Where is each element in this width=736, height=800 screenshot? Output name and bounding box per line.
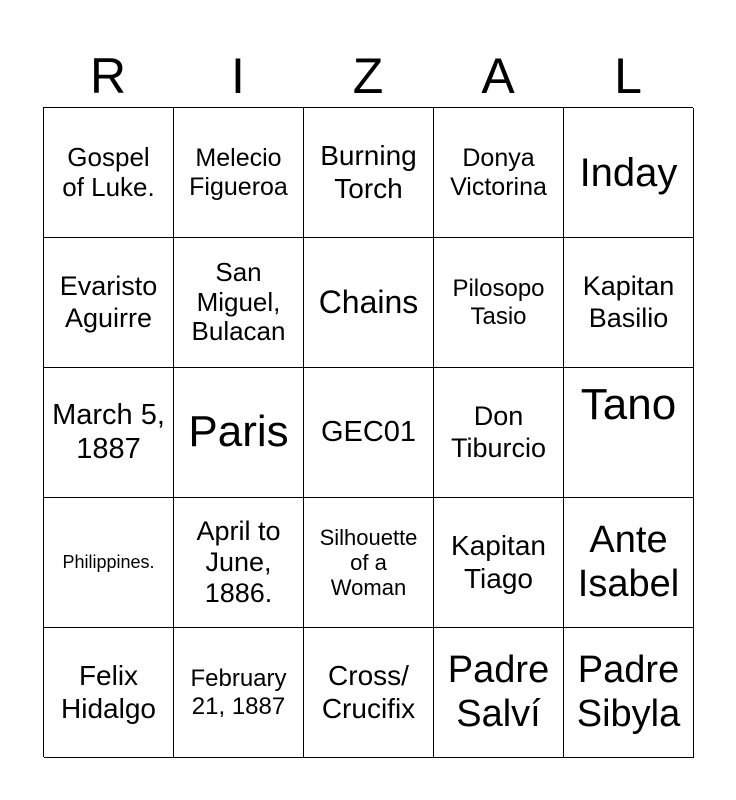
bingo-cell[interactable]: Inday xyxy=(564,108,694,238)
cell-text: Ante Isabel xyxy=(577,518,680,605)
bingo-cell[interactable]: Padre Sibyla xyxy=(564,628,694,758)
bingo-cell[interactable]: Melecio Figueroa xyxy=(174,108,304,238)
bingo-cell[interactable]: Don Tiburcio xyxy=(434,368,564,498)
bingo-cell[interactable]: March 5, 1887 xyxy=(44,368,174,498)
cell-text: Tano xyxy=(580,380,677,429)
cell-text: Felix Hidalgo xyxy=(61,660,156,724)
cell-text: Evaristo Aguirre xyxy=(59,271,158,333)
bingo-cell[interactable]: February 21, 1887 xyxy=(174,628,304,758)
bingo-cell[interactable]: Paris xyxy=(174,368,304,498)
bingo-cell[interactable]: Cross/ Crucifix xyxy=(304,628,434,758)
bingo-cell[interactable]: Tano xyxy=(564,368,694,498)
bingo-cell[interactable]: Gospel of Luke. xyxy=(44,108,174,238)
cell-text: Padre Sibyla xyxy=(576,648,681,735)
cell-text: Chains xyxy=(318,284,419,321)
header-letter: I xyxy=(231,48,245,104)
header-letter: Z xyxy=(352,48,384,104)
cell-text: Melecio Figueroa xyxy=(189,143,288,201)
cell-text: Inday xyxy=(579,150,678,195)
bingo-cell[interactable]: Chains xyxy=(304,238,434,368)
cell-text: March 5, 1887 xyxy=(52,399,165,465)
bingo-cell[interactable]: Donya Victorina xyxy=(434,108,564,238)
cell-text: Donya Victorina xyxy=(450,143,547,201)
bingo-cell[interactable]: Philippines. xyxy=(44,498,174,628)
cell-text: February 21, 1887 xyxy=(190,664,287,720)
cell-text: Cross/ Crucifix xyxy=(321,660,416,724)
bingo-cell[interactable]: Felix Hidalgo xyxy=(44,628,174,758)
cell-text: GEC01 xyxy=(320,415,417,448)
bingo-cell[interactable]: Evaristo Aguirre xyxy=(44,238,174,368)
cell-text: Paris xyxy=(188,407,289,457)
bingo-cell[interactable]: Silhouette of a Woman xyxy=(304,498,434,628)
bingo-cell[interactable]: Ante Isabel xyxy=(564,498,694,628)
cell-text: Pilosopo Tasio xyxy=(452,274,545,330)
bingo-cell[interactable]: April to June, 1886. xyxy=(174,498,304,628)
bingo-header: R I Z A L xyxy=(43,44,693,108)
bingo-cell[interactable]: Kapitan Tiago xyxy=(434,498,564,628)
bingo-grid: Gospel of Luke. Melecio Figueroa Burning T… xyxy=(43,107,694,758)
cell-text: Kapitan Tiago xyxy=(451,530,546,594)
bingo-cell[interactable]: Burning Torch xyxy=(304,108,434,238)
header-letter: A xyxy=(481,48,515,104)
header-letter: L xyxy=(614,48,642,104)
cell-text: April to June, 1886. xyxy=(196,515,281,609)
cell-text: Philippines. xyxy=(62,552,155,573)
header-letter: R xyxy=(89,48,127,104)
cell-text: Gospel of Luke. xyxy=(62,141,155,202)
bingo-cell[interactable]: Pilosopo Tasio xyxy=(434,238,564,368)
bingo-cell[interactable]: Kapitan Basilio xyxy=(564,238,694,368)
cell-text: Kapitan Basilio xyxy=(582,271,675,333)
bingo-cell[interactable]: San Miguel, Bulacan xyxy=(174,238,304,368)
cell-text: San Miguel, Bulacan xyxy=(191,256,286,347)
bingo-cell[interactable]: GEC01 xyxy=(304,368,434,498)
bingo-cell[interactable]: Padre Salví xyxy=(434,628,564,758)
cell-text: Don Tiburcio xyxy=(450,401,547,463)
cell-text: Padre Salví xyxy=(447,648,550,735)
cell-text: Burning Torch xyxy=(320,140,417,204)
cell-text: Silhouette of a Woman xyxy=(319,524,418,601)
